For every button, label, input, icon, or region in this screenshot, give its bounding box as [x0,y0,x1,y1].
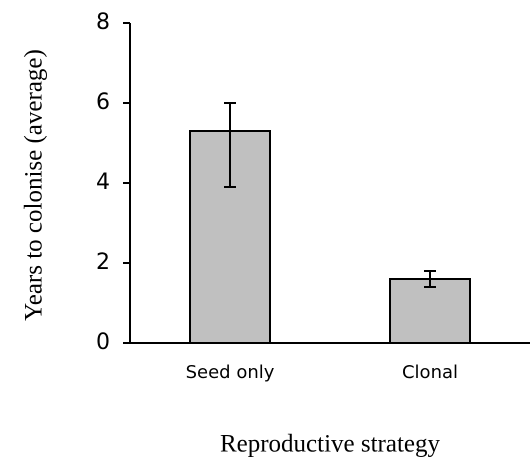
y-tick-label: 6 [96,90,110,115]
y-tick-label: 0 [96,330,110,355]
x-tick-label: Clonal [402,362,458,383]
y-tick-label: 2 [96,250,110,275]
x-axis-title: Reproductive strategy [220,431,441,458]
error-bar [424,270,436,288]
y-tick-label: 8 [96,10,110,35]
y-axis-title: Years to colonise (average) [21,49,48,321]
error-bar [224,102,236,188]
bar [389,278,471,344]
y-tick-label: 4 [96,170,110,195]
x-tick-label: Seed only [186,362,275,383]
